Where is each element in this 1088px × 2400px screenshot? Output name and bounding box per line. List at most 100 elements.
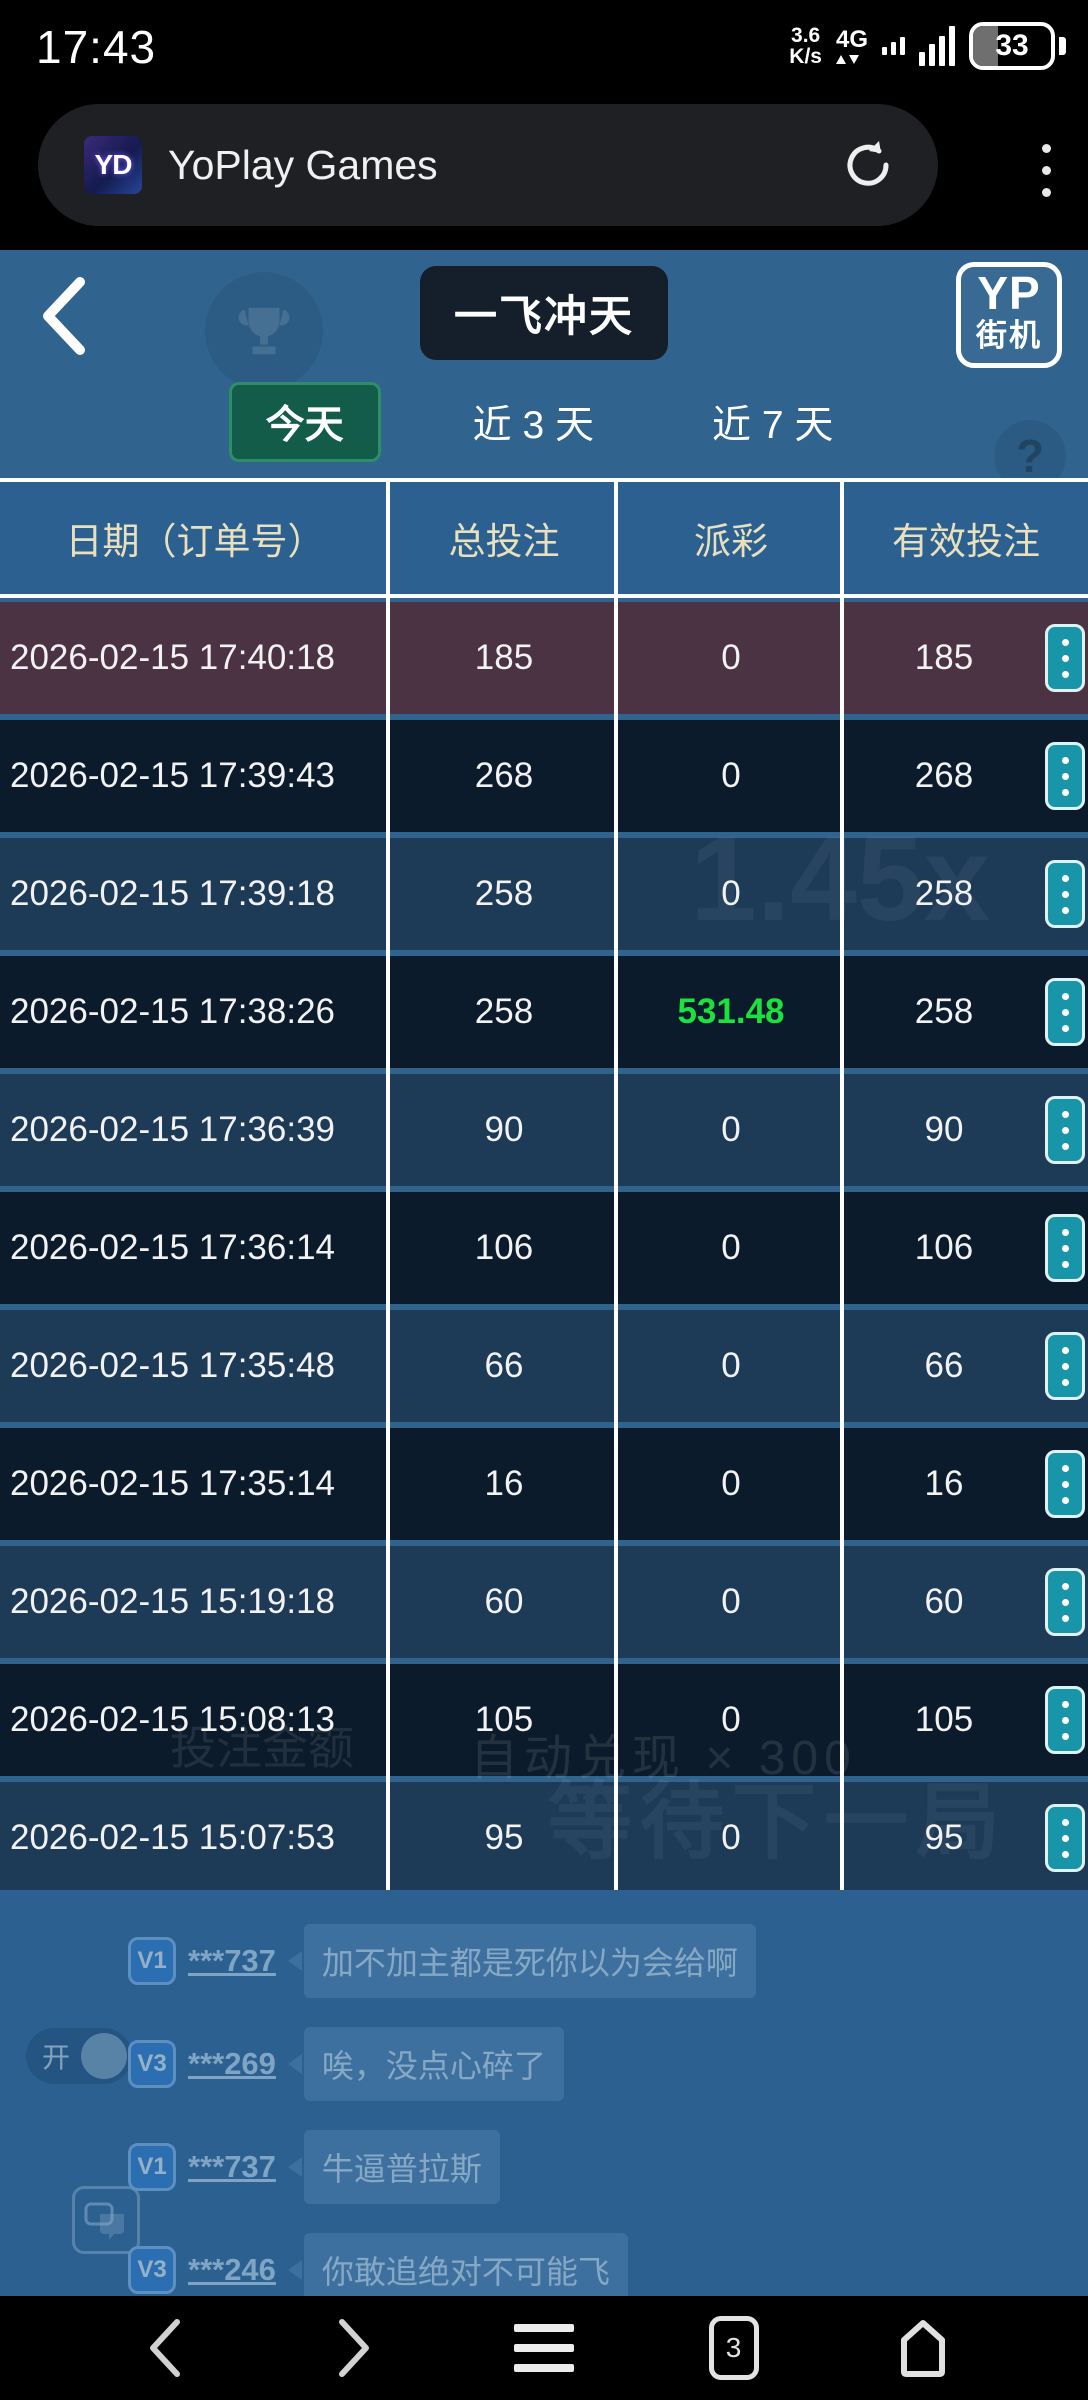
payout-value: 0 — [721, 1228, 741, 1267]
row-actions-button[interactable] — [1045, 1214, 1085, 1282]
order-date: 2026-02-15 17:36:14 — [10, 1228, 335, 1267]
table-row: 2026-02-15 17:39:18 258 0 258 — [0, 838, 1088, 950]
game-title: 一飞冲天 — [420, 266, 668, 360]
nav-menu-button[interactable] — [512, 2316, 576, 2380]
android-nav-bar: 3 — [0, 2296, 1088, 2400]
chat-bubble-icon[interactable] — [72, 2186, 140, 2254]
total-bet-value: 105 — [474, 1700, 534, 1739]
order-date: 2026-02-15 17:35:14 — [10, 1464, 335, 1503]
chat-message: V3 ***269 唉，没点心碎了 — [128, 2027, 564, 2101]
nav-forward-button[interactable] — [322, 2316, 386, 2380]
col-header-valid-bet: 有效投注 — [892, 521, 1040, 562]
valid-bet-value: 258 — [914, 874, 974, 913]
payout-value: 531.48 — [677, 992, 785, 1031]
total-bet-value: 106 — [474, 1228, 534, 1267]
column-divider — [386, 478, 390, 1890]
valid-bet-value: 16 — [924, 1464, 964, 1503]
col-header-date: 日期（订单号） — [65, 521, 325, 562]
column-divider — [614, 478, 618, 1890]
order-date: 2026-02-15 15:08:13 — [10, 1700, 335, 1739]
payout-value: 0 — [721, 1818, 741, 1857]
col-header-total-bet: 总投注 — [448, 521, 560, 562]
table-row: 2026-02-15 17:40:18 185 0 185 — [0, 602, 1088, 714]
row-actions-button[interactable] — [1045, 1332, 1085, 1400]
row-actions-button[interactable] — [1045, 978, 1085, 1046]
network-speed: 3.6 K/s — [789, 24, 822, 68]
valid-bet-value: 105 — [914, 1700, 974, 1739]
chat-dimmed-content: 开 V1 ***737 加不加主都是死你以为会给 — [0, 1890, 1088, 2296]
table-row: 2026-02-15 17:38:26 258 531.48 258 — [0, 956, 1088, 1068]
date-range-tab[interactable]: 近 7 天 — [712, 404, 834, 447]
table-header-row: 日期（订单号） 总投注 派彩 有效投注 — [0, 482, 1088, 594]
order-date: 2026-02-15 15:07:53 — [10, 1818, 335, 1857]
total-bet-value: 258 — [474, 992, 534, 1031]
valid-bet-value: 66 — [924, 1346, 964, 1385]
nav-home-button[interactable] — [891, 2316, 955, 2380]
total-bet-value: 95 — [484, 1818, 524, 1857]
nav-back-button[interactable] — [133, 2316, 197, 2380]
game-history-panel: 一飞冲天 YP 街机 ? 今天 近 3 天 近 7 天 日期（订单号） 总投注 … — [0, 250, 1088, 2296]
back-button[interactable] — [30, 274, 100, 358]
chat-text: 加不加主都是死你以为会给啊 — [303, 1924, 756, 1998]
row-actions-button[interactable] — [1045, 1096, 1085, 1164]
order-date: 2026-02-15 17:36:39 — [10, 1110, 335, 1149]
chat-section: 开 V1 ***737 加不加主都是死你以为会给 — [0, 1890, 1088, 2296]
table-body: 2026-02-15 17:40:18 185 0 185 2026-02-15… — [0, 602, 1088, 1894]
row-actions-button[interactable] — [1045, 624, 1085, 692]
row-actions-button[interactable] — [1045, 1804, 1085, 1872]
battery-tip — [1059, 37, 1066, 55]
table-row: 2026-02-15 17:36:14 106 0 106 — [0, 1192, 1088, 1304]
bubble-tail — [287, 2157, 302, 2177]
leaderboard-trophy-icon — [205, 272, 323, 390]
vip-level-badge: V1 — [128, 1937, 176, 1985]
order-date: 2026-02-15 17:39:18 — [10, 874, 335, 913]
total-bet-value: 268 — [474, 756, 534, 795]
payout-value: 0 — [721, 638, 741, 677]
browser-menu-button[interactable] — [1026, 125, 1066, 215]
refresh-icon[interactable] — [840, 137, 896, 193]
table-row: 2026-02-15 17:35:14 16 0 16 — [0, 1428, 1088, 1540]
table-row: 2026-02-15 17:39:43 268 0 268 — [0, 720, 1088, 832]
table-row: 2026-02-15 15:19:18 60 0 60 — [0, 1546, 1088, 1658]
row-actions-button[interactable] — [1045, 1568, 1085, 1636]
chat-text: 你敢追绝对不可能飞 — [303, 2233, 628, 2296]
table-row: 2026-02-15 15:08:13 105 0 105 — [0, 1664, 1088, 1776]
signal-icon-sim1 — [882, 37, 905, 55]
date-range-tab[interactable]: 今天 — [228, 382, 381, 462]
traffic-arrows-icon — [835, 54, 868, 64]
total-bet-value: 16 — [484, 1464, 524, 1503]
table-row: 2026-02-15 17:35:48 66 0 66 — [0, 1310, 1088, 1422]
order-date: 2026-02-15 17:39:43 — [10, 756, 335, 795]
signal-icon-sim2 — [919, 26, 955, 66]
chat-message: V1 ***737 加不加主都是死你以为会给啊 — [128, 1924, 756, 1998]
valid-bet-value: 106 — [914, 1228, 974, 1267]
total-bet-value: 90 — [484, 1110, 524, 1149]
valid-bet-value: 258 — [914, 992, 974, 1031]
row-actions-button[interactable] — [1045, 1450, 1085, 1518]
table-row: 2026-02-15 17:36:39 90 0 90 — [0, 1074, 1088, 1186]
chat-username: ***246 — [188, 2252, 276, 2287]
chat-text: 牛逼普拉斯 — [303, 2130, 500, 2204]
address-bar[interactable]: YD YoPlay Games — [38, 104, 938, 226]
total-bet-value: 185 — [474, 638, 534, 677]
row-actions-button[interactable] — [1045, 860, 1085, 928]
date-range-tab[interactable]: 近 3 天 — [472, 404, 594, 447]
order-date: 2026-02-15 17:35:48 — [10, 1346, 335, 1385]
vip-level-badge: V3 — [128, 2040, 176, 2088]
chat-text: 唉，没点心碎了 — [303, 2027, 564, 2101]
bubble-tail — [287, 2260, 302, 2280]
table-border-top — [0, 478, 1088, 482]
chat-toggle[interactable]: 开 — [26, 2028, 132, 2084]
payout-value: 0 — [721, 1582, 741, 1621]
payout-value: 0 — [721, 1700, 741, 1739]
chat-message: V3 ***246 你敢追绝对不可能飞 — [128, 2233, 628, 2296]
status-indicators: 3.6 K/s 4G 33 — [789, 14, 1066, 78]
row-actions-button[interactable] — [1045, 742, 1085, 810]
chat-toggle-label: 开 — [42, 2042, 71, 2073]
row-actions-button[interactable] — [1045, 1686, 1085, 1754]
network-type: 4G — [835, 27, 868, 64]
chat-toggle-knob — [81, 2033, 127, 2079]
nav-tabs-button[interactable]: 3 — [702, 2316, 766, 2380]
payout-value: 0 — [721, 1346, 741, 1385]
